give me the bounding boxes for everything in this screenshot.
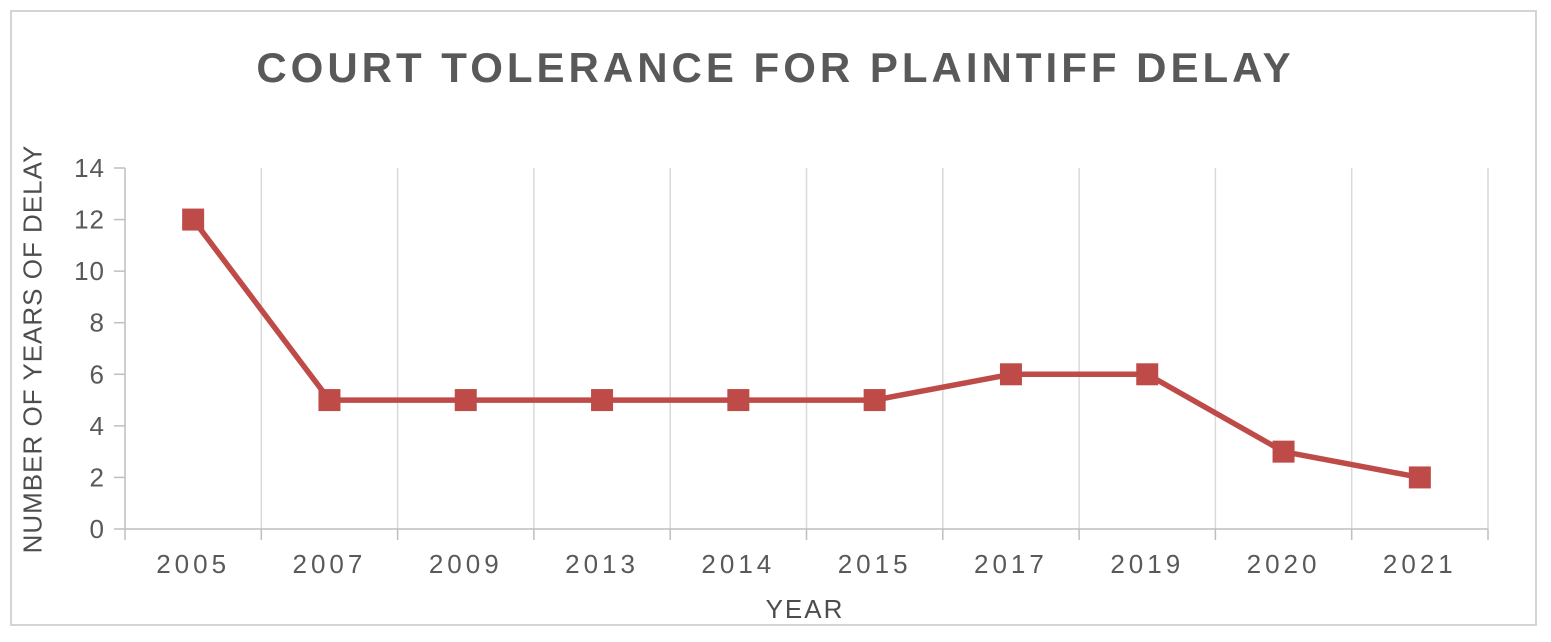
x-axis-title: YEAR bbox=[765, 594, 845, 624]
x-tick-label: 2013 bbox=[565, 549, 639, 579]
x-tick-label: 2005 bbox=[156, 549, 230, 579]
data-point-marker bbox=[454, 389, 477, 412]
data-point-marker bbox=[863, 389, 886, 412]
y-tick-label: 12 bbox=[74, 205, 105, 235]
data-point-marker bbox=[1272, 440, 1295, 463]
x-tick-label: 2007 bbox=[293, 549, 367, 579]
data-point-marker bbox=[1136, 363, 1159, 386]
x-tick-label: 2015 bbox=[838, 549, 912, 579]
y-tick-label: 14 bbox=[74, 153, 105, 183]
chart-title: COURT TOLERANCE FOR PLAINTIFF DELAY bbox=[256, 44, 1295, 91]
data-point-marker bbox=[999, 363, 1022, 386]
y-tick-label: 0 bbox=[90, 514, 105, 544]
data-point-marker bbox=[727, 389, 750, 412]
data-line bbox=[190, 217, 1421, 481]
x-tick-label: 2017 bbox=[974, 549, 1048, 579]
y-tick-label: 10 bbox=[74, 256, 105, 286]
data-point-marker bbox=[182, 208, 205, 231]
data-point-marker bbox=[591, 389, 614, 412]
y-tick-label: 8 bbox=[90, 308, 105, 338]
y-tick-label: 6 bbox=[90, 359, 105, 389]
data-point-marker bbox=[318, 389, 341, 412]
x-tick-label: 2021 bbox=[1383, 549, 1457, 579]
x-tick-label: 2009 bbox=[429, 549, 503, 579]
x-tick-label: 2020 bbox=[1247, 549, 1321, 579]
y-tick-label: 2 bbox=[90, 462, 105, 492]
data-point-marker bbox=[1408, 466, 1431, 489]
x-tick-label: 2019 bbox=[1110, 549, 1184, 579]
y-tick-label: 4 bbox=[90, 411, 105, 441]
x-tick-label: 2014 bbox=[701, 549, 775, 579]
